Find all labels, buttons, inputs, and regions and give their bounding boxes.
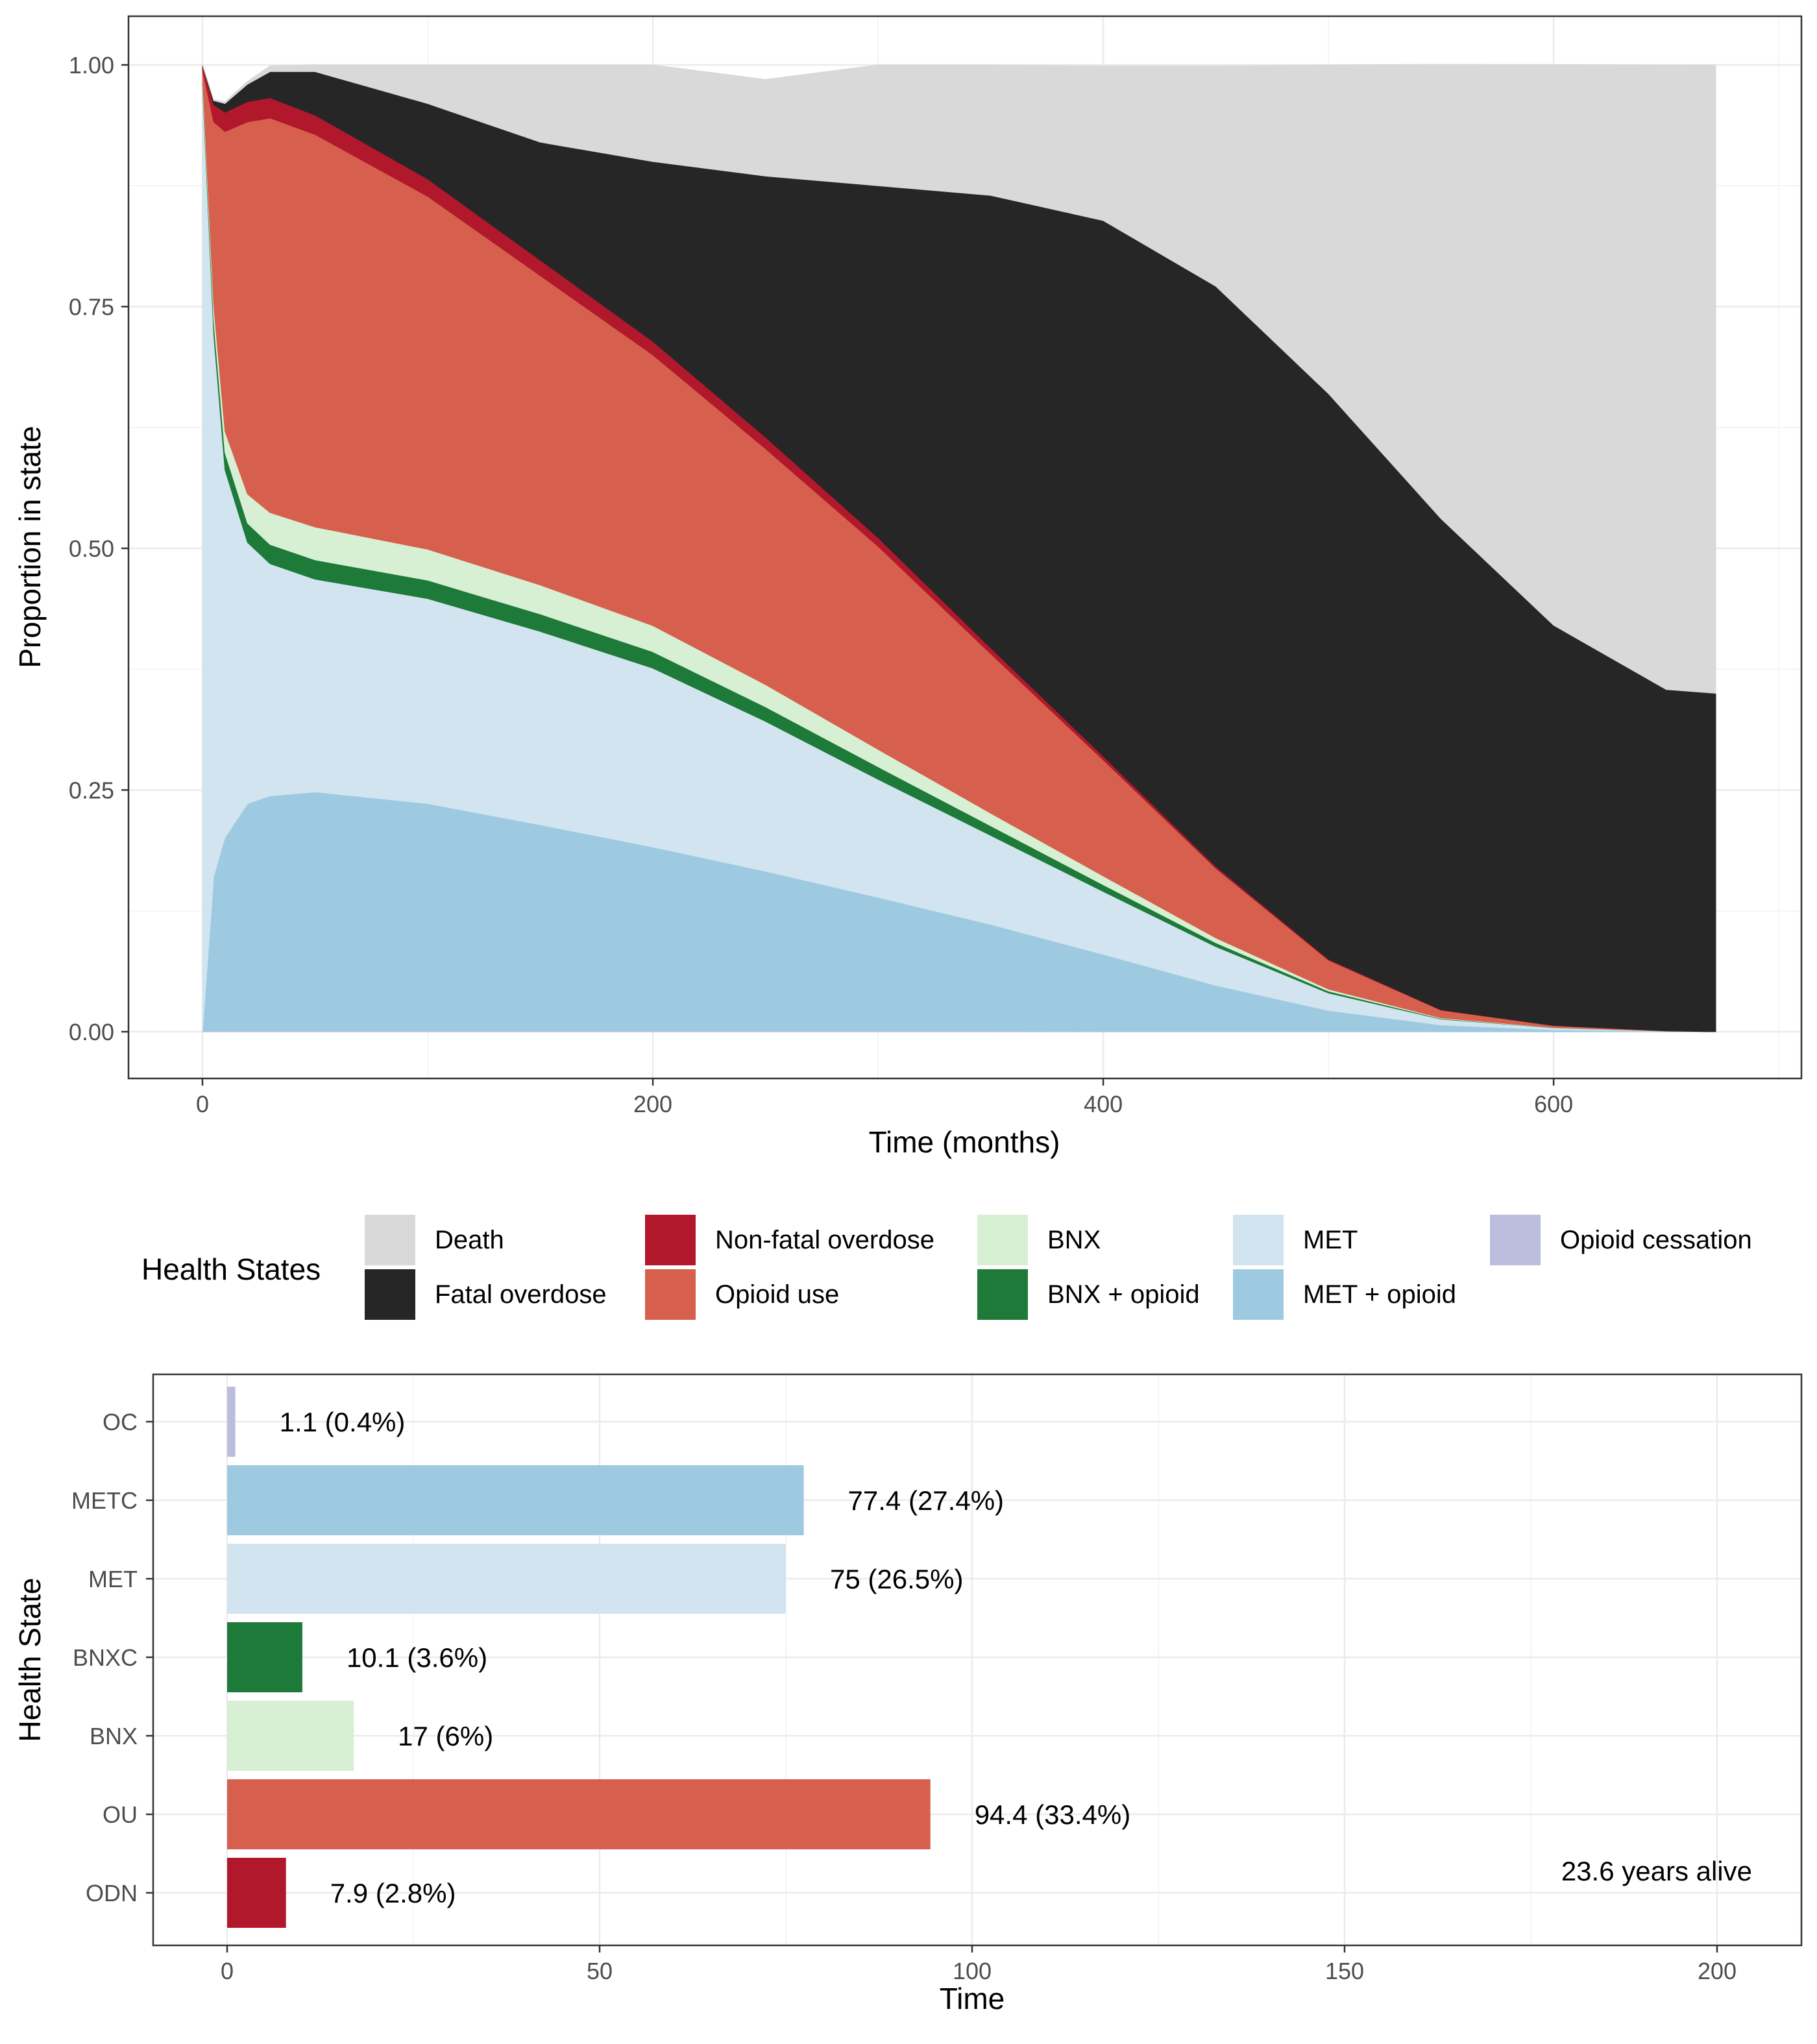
legend-label-opioid-use: Opioid use	[715, 1280, 839, 1309]
area-chart: 0 200 400 600 0.00 0.25 0.50 0.75 1.00 Time (mo…	[13, 15, 1803, 1159]
area-y-axis: 0.00 0.25 0.50 0.75 1.00	[69, 52, 128, 1045]
bar-label-bnxc: 10.1 (3.6%)	[347, 1642, 487, 1673]
legend-key-met	[1233, 1215, 1284, 1265]
bar-odn	[227, 1858, 286, 1928]
area-x-tick-label: 200	[633, 1091, 672, 1117]
legend-label-opioid-cessation: Opioid cessation	[1560, 1226, 1752, 1254]
bar-label-bnx: 17 (6%)	[398, 1721, 493, 1751]
area-y-tick-label: 0.00	[69, 1019, 114, 1045]
legend-label-non-fatal-overdose: Non-fatal overdose	[715, 1226, 934, 1254]
area-y-axis-title: Proportion in state	[13, 426, 47, 668]
bar-y-tick-label-odn: ODN	[86, 1880, 138, 1906]
bar-label-met: 75 (26.5%)	[830, 1564, 963, 1594]
legend-key-bnx	[977, 1215, 1028, 1265]
legend-title: Health States	[141, 1252, 321, 1286]
bar-marks: 1.1 (0.4%) 77.4 (27.4%) 75 (26.5%) 10.1 (3.…	[227, 1387, 1130, 1928]
legend-key-non-fatal-overdose	[645, 1215, 696, 1265]
legend-key-fatal-overdose	[365, 1269, 415, 1320]
area-y-tick-label: 1.00	[69, 52, 114, 79]
bar-x-tick-label: 100	[953, 1958, 992, 1984]
legend-key-death	[365, 1215, 415, 1265]
area-x-axis-title: Time (months)	[869, 1125, 1060, 1159]
bar-y-tick-label-oc: OC	[103, 1409, 138, 1435]
legend-label-death: Death	[435, 1226, 504, 1254]
bar-y-axis-title: Health State	[13, 1577, 47, 1742]
area-x-tick-label: 0	[196, 1091, 209, 1117]
bar-chart: 1.1 (0.4%) 77.4 (27.4%) 75 (26.5%) 10.1 (3.…	[13, 1373, 1803, 2015]
legend-label-met: MET	[1303, 1226, 1358, 1254]
bar-x-tick-label: 150	[1325, 1958, 1364, 1984]
legend-items: Death Non-fatal overdose BNX MET Opioid cess…	[365, 1215, 1752, 1320]
bar-y-tick-label-ou: OU	[103, 1801, 138, 1828]
years-alive-annotation: 23.6 years alive	[1561, 1856, 1752, 1886]
legend-key-met-opioid	[1233, 1269, 1284, 1320]
bar-x-tick-label: 0	[221, 1958, 234, 1984]
bar-metc	[227, 1465, 804, 1535]
bar-label-odn: 7.9 (2.8%)	[330, 1878, 456, 1908]
area-layers	[202, 64, 1716, 1032]
bar-x-axis-title: Time	[940, 1982, 1005, 2015]
legend-label-met-opioid: MET + opioid	[1303, 1280, 1456, 1309]
bar-label-oc: 1.1 (0.4%)	[280, 1407, 406, 1437]
bar-y-tick-label-bnx: BNX	[90, 1723, 138, 1749]
area-x-tick-label: 400	[1084, 1091, 1123, 1117]
bar-y-tick-label-met: MET	[88, 1566, 138, 1592]
legend-key-opioid-use	[645, 1269, 696, 1320]
bar-y-axis: OC METC MET BNXC BNX OU ODN	[71, 1409, 153, 1906]
bar-panel-border	[152, 1373, 1803, 1947]
area-y-tick-label: 0.75	[69, 294, 114, 321]
area-x-tick-label: 600	[1534, 1091, 1573, 1117]
area-y-tick-label: 0.50	[69, 535, 114, 562]
bar-label-metc: 77.4 (27.4%)	[848, 1485, 1004, 1516]
legend-label-bnx-opioid: BNX + opioid	[1047, 1280, 1200, 1309]
bar-x-tick-label: 200	[1698, 1958, 1737, 1984]
bar-bnx	[227, 1701, 354, 1771]
bar-ou	[227, 1779, 931, 1849]
area-x-axis: 0 200 400 600	[196, 1078, 1573, 1117]
legend-key-bnx-opioid	[977, 1269, 1028, 1320]
area-series-death	[202, 64, 1716, 694]
legend-key-opioid-cessation	[1490, 1215, 1541, 1265]
bar-x-axis: 0 50 100 150 200	[221, 1945, 1737, 1984]
bar-bnxc	[227, 1622, 302, 1692]
bar-oc	[227, 1387, 236, 1457]
legend-label-bnx: BNX	[1047, 1226, 1101, 1254]
bar-label-ou: 94.4 (33.4%)	[975, 1799, 1130, 1830]
legend: Health States Death Non-fatal overdose BNX…	[141, 1215, 1752, 1320]
bar-met	[227, 1544, 786, 1614]
area-panel-border	[127, 15, 1803, 1080]
legend-label-fatal-overdose: Fatal overdose	[435, 1280, 607, 1309]
bar-x-tick-label: 50	[587, 1958, 613, 1984]
bar-y-tick-label-bnxc: BNXC	[73, 1644, 138, 1671]
bar-y-tick-label-metc: METC	[71, 1487, 138, 1514]
area-y-tick-label: 0.25	[69, 777, 114, 804]
